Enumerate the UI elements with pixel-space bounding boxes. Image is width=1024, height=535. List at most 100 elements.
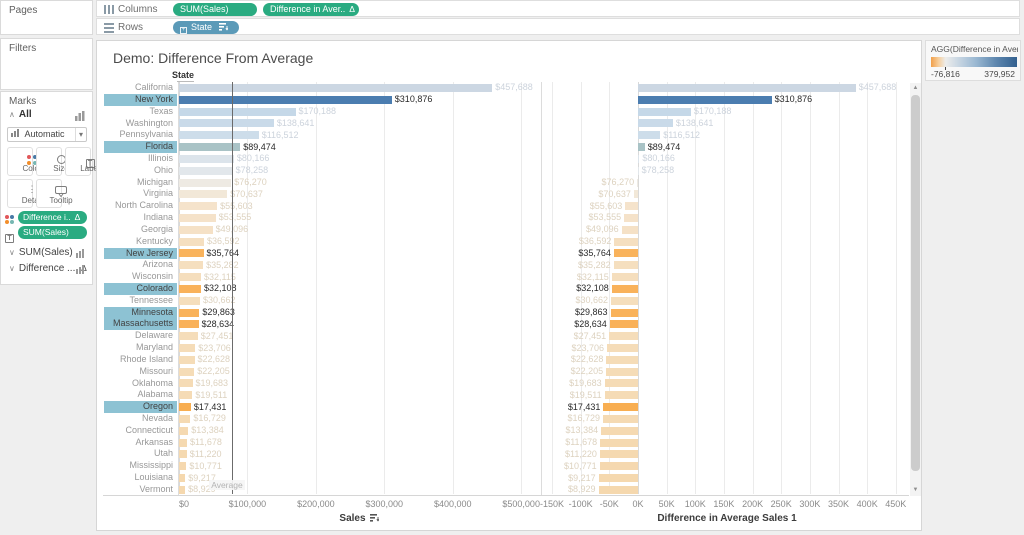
difference-bar[interactable] xyxy=(613,249,638,258)
difference-bar[interactable] xyxy=(604,391,638,400)
color-legend[interactable]: AGG(Difference in Aver... -76,816 379,95… xyxy=(925,40,1021,81)
sales-axis[interactable]: $0 $100,000 $200,000 $300,000 $400,000 $500,0… xyxy=(179,499,540,510)
state-row-label[interactable]: Utah xyxy=(153,448,173,459)
sales-bar[interactable] xyxy=(179,213,216,222)
difference-bar[interactable] xyxy=(599,462,638,471)
difference-bar[interactable] xyxy=(638,166,639,175)
sales-bar[interactable] xyxy=(179,143,241,151)
difference-bar[interactable] xyxy=(611,273,638,281)
difference-axis[interactable]: -150K -100K -50K 0K 50K 100K 150K 200K 250K 300K 3… xyxy=(540,499,909,510)
state-row-label[interactable]: Ohio xyxy=(153,164,173,175)
pill-state[interactable]: + State xyxy=(173,21,239,34)
sales-bar[interactable] xyxy=(179,249,204,258)
difference-bar[interactable] xyxy=(614,237,638,246)
state-row-label[interactable]: Oklahoma xyxy=(131,377,173,388)
difference-bar[interactable] xyxy=(599,450,638,459)
state-row-label[interactable]: Delaware xyxy=(134,330,173,341)
sales-bar[interactable] xyxy=(179,308,200,317)
state-row-label[interactable]: Michigan xyxy=(136,176,173,187)
detail-button[interactable]: ⋮ Detail xyxy=(7,179,42,208)
sales-bar[interactable] xyxy=(179,296,200,305)
difference-bar[interactable] xyxy=(603,403,638,412)
sales-bar[interactable] xyxy=(179,178,232,187)
size-button[interactable]: Size xyxy=(36,147,69,176)
sales-bar[interactable] xyxy=(179,485,186,494)
sales-bar[interactable] xyxy=(179,379,193,388)
difference-bar[interactable] xyxy=(621,225,638,234)
sales-bar[interactable] xyxy=(179,344,196,352)
sales-bar[interactable] xyxy=(179,320,199,329)
state-row-label[interactable]: Florida xyxy=(104,141,177,153)
state-row-label[interactable]: Alabama xyxy=(137,389,173,400)
sales-bar[interactable] xyxy=(179,355,195,364)
sales-bar[interactable] xyxy=(179,462,187,471)
color-button[interactable]: Color xyxy=(7,147,42,176)
legend-gradient[interactable] xyxy=(931,57,1017,67)
state-row-label[interactable]: Mississippi xyxy=(129,460,173,471)
state-row-label[interactable]: Oregon xyxy=(104,401,177,413)
difference-bar[interactable] xyxy=(638,83,856,92)
state-row-label[interactable]: Vermont xyxy=(139,483,173,494)
sales-axis-title[interactable]: Sales xyxy=(279,513,439,524)
scroll-up-icon[interactable]: ▲ xyxy=(912,85,919,91)
difference-bar[interactable] xyxy=(611,284,638,293)
tooltip-button[interactable]: Tooltip xyxy=(36,179,73,208)
row-field-header[interactable]: State xyxy=(171,70,194,80)
rows-shelf[interactable]: Rows + State xyxy=(96,18,1020,35)
difference-bar[interactable] xyxy=(638,143,645,151)
sales-bar[interactable] xyxy=(179,131,259,140)
scroll-down-icon[interactable]: ▼ xyxy=(912,487,919,493)
sales-bar[interactable] xyxy=(179,332,198,341)
difference-bar[interactable] xyxy=(638,131,661,140)
state-row-label[interactable]: Connecticut xyxy=(125,424,173,435)
state-row-label[interactable]: Texas xyxy=(149,105,173,116)
pill-sum-sales[interactable]: SUM(Sales) xyxy=(173,3,257,16)
state-row-label[interactable]: California xyxy=(134,82,173,92)
difference-bar[interactable] xyxy=(606,367,638,376)
scrollbar-thumb[interactable] xyxy=(911,95,920,471)
sales-bar[interactable] xyxy=(179,438,187,447)
sales-bar[interactable] xyxy=(179,83,493,92)
state-row-label[interactable]: Missouri xyxy=(139,365,173,376)
sales-bar[interactable] xyxy=(179,190,228,199)
state-row-label[interactable]: New Jersey xyxy=(104,247,177,260)
state-row-label[interactable]: New York xyxy=(104,93,177,106)
sales-bar[interactable] xyxy=(179,367,195,376)
sales-bar[interactable] xyxy=(179,261,204,270)
difference-bar[interactable] xyxy=(625,202,638,211)
sales-bar[interactable] xyxy=(179,237,204,246)
state-row-label[interactable]: North Carolina xyxy=(114,200,173,211)
state-row-label[interactable]: Indiana xyxy=(143,212,173,222)
sales-bar[interactable] xyxy=(179,284,201,293)
state-row-label[interactable]: Virginia xyxy=(143,188,173,199)
state-row-label[interactable]: Washington xyxy=(125,117,173,128)
sales-bar[interactable] xyxy=(179,202,218,211)
sales-bar[interactable] xyxy=(179,414,191,423)
difference-bar[interactable] xyxy=(603,414,638,423)
pages-shelf[interactable]: Pages xyxy=(0,0,93,35)
state-row-label[interactable]: Wisconsin xyxy=(131,271,173,282)
difference-bar[interactable] xyxy=(633,190,638,199)
pill-difference-in-average[interactable]: Difference in Aver.. Δ xyxy=(263,3,359,16)
difference-bar[interactable] xyxy=(609,320,638,329)
state-row-label[interactable]: Louisiana xyxy=(134,472,173,483)
state-row-label[interactable]: Tennessee xyxy=(129,294,173,305)
difference-bar[interactable] xyxy=(607,344,638,352)
difference-bar[interactable] xyxy=(611,296,638,305)
sales-bar[interactable] xyxy=(179,225,213,234)
difference-bar[interactable] xyxy=(600,438,638,447)
sales-bar[interactable] xyxy=(179,154,234,163)
difference-axis-title[interactable]: Difference in Average Sales 1 xyxy=(627,513,827,524)
difference-bar[interactable] xyxy=(609,332,638,341)
difference-bar[interactable] xyxy=(638,119,673,128)
difference-bar[interactable] xyxy=(613,261,638,270)
sales-bar[interactable] xyxy=(179,119,274,128)
state-row-label[interactable]: Massachusetts xyxy=(104,318,177,331)
state-row-label[interactable]: Nevada xyxy=(141,413,173,423)
vertical-scrollbar[interactable]: ▲ ▼ xyxy=(910,83,921,496)
sales-bar[interactable] xyxy=(179,403,191,412)
difference-bar[interactable] xyxy=(610,308,638,317)
sales-bar[interactable] xyxy=(179,474,186,482)
state-row-label[interactable]: Kentucky xyxy=(135,235,173,246)
columns-shelf[interactable]: Columns SUM(Sales) Difference in Aver.. Δ xyxy=(96,0,1020,17)
